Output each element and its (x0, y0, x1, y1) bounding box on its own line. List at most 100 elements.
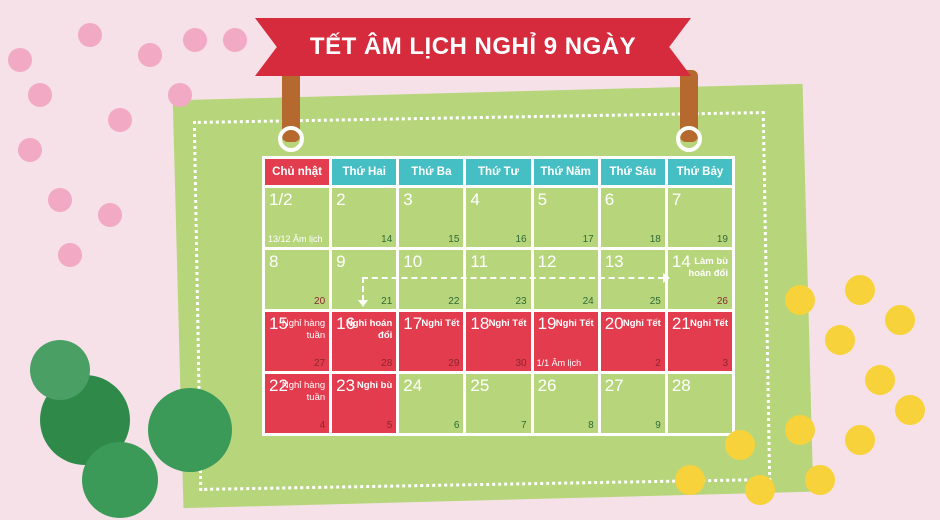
lunar-date: 28 (381, 358, 393, 369)
apricot-blossom-icon (675, 465, 705, 495)
day-number: 1/2 (269, 190, 293, 209)
day-number: 7 (671, 190, 682, 209)
day-number: 3 (403, 190, 413, 209)
lunar-date: 25 (649, 296, 661, 307)
cherry-blossom-icon (48, 188, 72, 212)
lunar-date: 24 (582, 296, 594, 307)
day-cell: 6 18 (600, 188, 665, 247)
banh-chung-icon (82, 442, 158, 518)
lunar-date: 21 (381, 296, 393, 307)
day-cell: 23 Nghỉ bù 5 (332, 374, 397, 433)
weekday-header: Thứ Ba (399, 159, 464, 185)
day-cell: 14 Làm bù hoán đổi 26 (667, 250, 732, 309)
apricot-blossom-icon (865, 365, 895, 395)
lunar-date: 22 (448, 296, 460, 307)
day-cell: 18 Nghỉ Tết 30 (466, 312, 531, 371)
day-cell: 16 Nghỉ hoán đổi 28 (332, 312, 397, 371)
day-cell: 8 20 (265, 250, 330, 309)
hanging-strap-left (282, 70, 300, 142)
day-number: 23 (336, 376, 356, 395)
day-cell: 24 6 (399, 374, 464, 433)
lunar-date: 26 (716, 296, 728, 307)
cherry-blossom-icon (78, 23, 102, 47)
weekday-header: Thứ Năm (533, 159, 598, 185)
title-banner: TẾT ÂM LỊCH NGHỈ 9 NGÀY (255, 18, 691, 76)
hanging-strap-right (680, 70, 698, 142)
weekday-header: Thứ Hai (332, 159, 397, 185)
cherry-blossom-icon (223, 28, 247, 52)
day-cell: 9 21 (332, 250, 397, 309)
lunar-date: 29 (448, 358, 460, 369)
cherry-blossom-icon (8, 48, 32, 72)
weekday-header: Thứ Tư (466, 159, 531, 185)
cherry-blossom-icon (108, 108, 132, 132)
lunar-date: 4 (319, 420, 326, 431)
apricot-blossom-icon (725, 430, 755, 460)
day-number: 21 (671, 314, 691, 333)
apricot-blossom-icon (785, 285, 815, 315)
day-number: 16 (336, 314, 356, 333)
day-cell: 27 9 (600, 374, 665, 433)
day-number: 17 (403, 314, 423, 333)
day-cell: 25 7 (466, 374, 531, 433)
day-number: 14 (671, 252, 691, 271)
banh-chung-icon (148, 388, 232, 472)
lunar-date: 20 (314, 296, 326, 307)
day-cell: 4 16 (466, 188, 531, 247)
day-cell: 20 Nghỉ Tết 2 (600, 312, 665, 371)
day-number: 10 (403, 252, 423, 271)
cherry-blossom-icon (58, 243, 82, 267)
day-number: 11 (470, 252, 489, 271)
day-cell: 28 (667, 374, 732, 433)
day-number: 19 (537, 314, 557, 333)
day-cell: 2 14 (332, 188, 397, 247)
day-note: Nghỉ Tết (622, 318, 661, 329)
day-number: 6 (604, 190, 615, 209)
apricot-blossom-icon (895, 395, 925, 425)
day-cell: 13 25 (600, 250, 665, 309)
day-number: 26 (537, 376, 557, 395)
day-note: Nghỉ hoán đổi (345, 318, 393, 341)
day-cell: 21 Nghỉ Tết 3 (667, 312, 732, 371)
day-number: 8 (269, 252, 279, 271)
day-note: Nghỉ Tết (421, 318, 460, 329)
lunar-date: 5 (386, 420, 393, 431)
lunar-date: 27 (314, 358, 326, 369)
day-number: 15 (269, 314, 288, 333)
day-cell: 3 15 (399, 188, 464, 247)
lunar-date: 23 (515, 296, 527, 307)
lunar-date: 9 (655, 420, 661, 431)
weekday-header: Thứ Bảy (667, 159, 732, 185)
lunar-note: 13/12 Âm lịch (268, 234, 323, 244)
lunar-date: 19 (716, 234, 728, 245)
cherry-blossom-icon (28, 83, 52, 107)
weekday-header: Thứ Sáu (600, 159, 665, 185)
day-number: 2 (336, 190, 346, 209)
day-note: Nghỉ hàng tuần (281, 380, 326, 403)
day-number: 5 (537, 190, 548, 209)
day-note: Nghỉ Tết (555, 318, 594, 329)
day-cell: 1/2 13/12 Âm lịch (265, 188, 330, 247)
day-note: Nghỉ Tết (488, 318, 527, 329)
cherry-blossom-icon (18, 138, 42, 162)
day-number: 22 (269, 376, 288, 395)
day-cell: 17 Nghỉ Tết 29 (399, 312, 464, 371)
day-note: Nghỉ Tết (690, 318, 728, 329)
day-number: 28 (671, 376, 691, 395)
calendar-grid: Chủ nhật Thứ Hai Thứ Ba Thứ Tư Thứ Năm Thứ Sá… (262, 156, 735, 436)
weekday-header: Chủ nhật (265, 159, 330, 185)
day-cell: 10 22 (399, 250, 464, 309)
cherry-blossom-icon (138, 43, 162, 67)
day-cell: 22 Nghỉ hàng tuần 4 (265, 374, 330, 433)
lunar-date: 6 (453, 420, 460, 431)
day-number: 24 (403, 376, 423, 395)
day-note: Nghỉ bù (356, 380, 393, 391)
banh-chung-icon (30, 340, 90, 400)
lunar-date: 8 (588, 420, 594, 431)
ring-right (676, 126, 702, 152)
apricot-blossom-icon (885, 305, 915, 335)
day-note: Nghỉ hàng tuần (281, 318, 326, 341)
ring-left (278, 126, 304, 152)
cherry-blossom-icon (183, 28, 207, 52)
day-number: 27 (604, 376, 624, 395)
